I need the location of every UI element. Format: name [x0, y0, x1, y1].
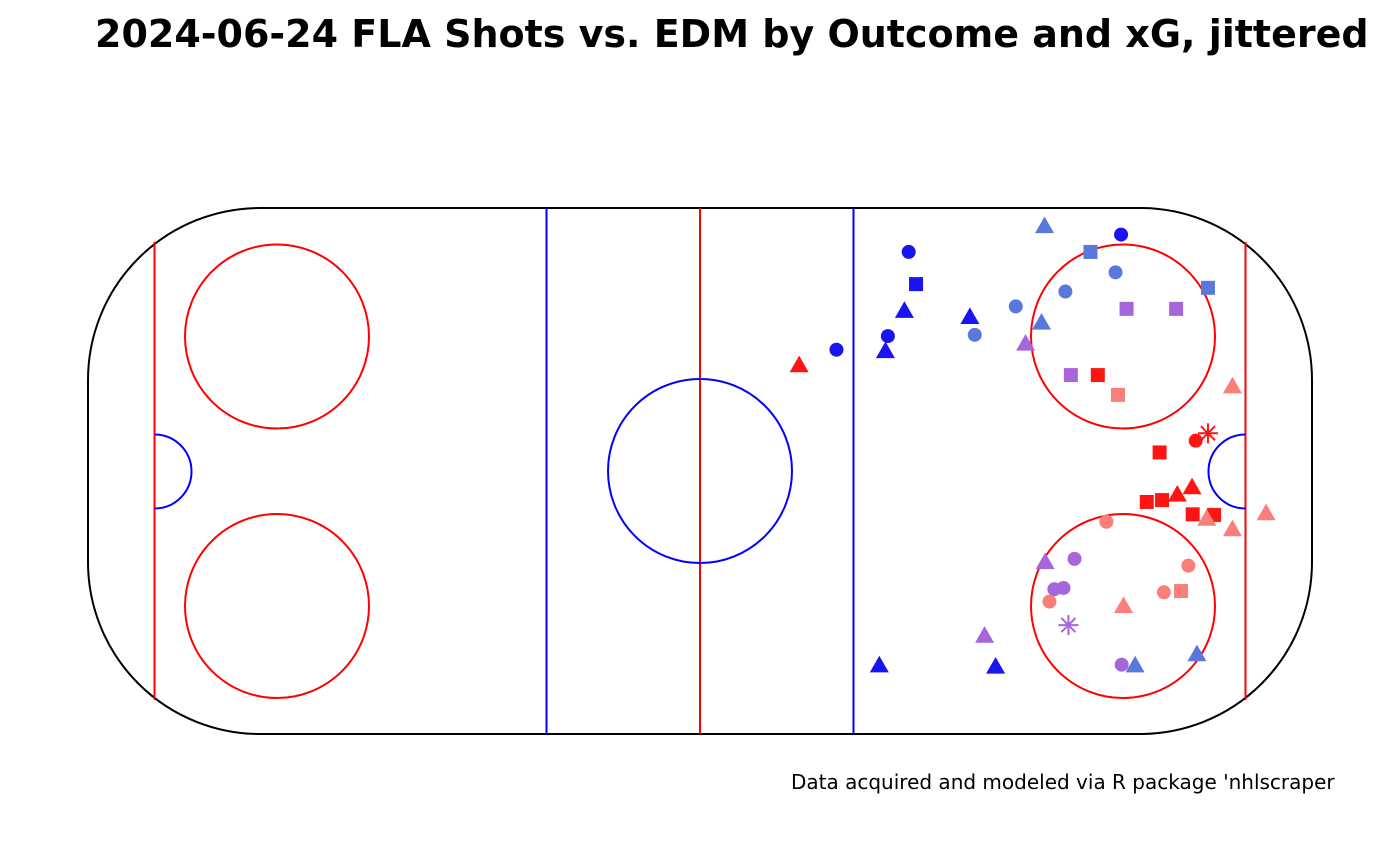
shot-point-triangle [1031, 312, 1051, 330]
shot-point-circle [967, 327, 982, 342]
rink-boards [87, 207, 1313, 735]
shot-point-square [1155, 493, 1170, 508]
shot-point-triangle [1035, 216, 1055, 234]
shot-point-circle [880, 329, 895, 344]
shot-point-square [909, 277, 924, 292]
shot-point-triangle [960, 307, 980, 325]
left-goal-crease [154, 433, 193, 510]
shot-point-circle [1188, 433, 1203, 448]
shot-point-square [1139, 494, 1154, 509]
shot-point-circle [1108, 265, 1123, 280]
shot-point-triangle [1222, 519, 1242, 537]
shot-point-triangle [1114, 596, 1134, 614]
shot-point-triangle [1035, 552, 1055, 570]
shot-point-triangle [986, 657, 1006, 674]
shot-point-triangle [789, 355, 809, 373]
shot-point-square [1200, 280, 1215, 295]
shot-point-circle [1067, 551, 1082, 566]
shot-point-circle [1156, 585, 1171, 600]
faceoff-circle-bottom-left [184, 513, 370, 699]
center-faceoff-circle [607, 378, 793, 564]
shot-point-circle [1058, 284, 1073, 299]
right-goal-crease [1207, 433, 1246, 510]
shot-point-circle [1042, 594, 1057, 609]
shot-point-triangle [1256, 503, 1276, 521]
shot-point-triangle [1222, 376, 1242, 394]
shot-point-triangle [1167, 485, 1187, 502]
chart-title: 2024-06-24 FLA Shots vs. EDM by Outcome … [95, 12, 1369, 56]
faceoff-circle-top-left [184, 243, 370, 430]
faceoff-circle-bottom-right [1030, 513, 1216, 699]
shot-points [789, 216, 1276, 674]
shot-point-star [1058, 615, 1079, 636]
shot-point-square [1083, 244, 1098, 259]
shot-point-square [1152, 445, 1167, 460]
shot-point-triangle [869, 655, 889, 673]
shot-point-triangle [1187, 644, 1207, 662]
shot-point-star [1197, 423, 1218, 444]
shot-point-circle [1114, 657, 1129, 672]
shot-point-triangle [1125, 655, 1145, 673]
shot-point-square [1110, 387, 1125, 402]
shot-point-circle [1008, 299, 1023, 314]
shot-point-triangle [894, 301, 914, 318]
shot-point-circle [1099, 514, 1114, 529]
shot-point-triangle [1016, 334, 1036, 351]
shot-point-triangle [1197, 509, 1217, 526]
shot-point-triangle [1182, 477, 1202, 495]
shot-point-square [1174, 584, 1189, 599]
shot-point-circle [829, 342, 844, 357]
shot-point-square [1090, 368, 1105, 383]
shot-point-triangle [875, 341, 895, 359]
faceoff-circle-top-right [1030, 243, 1216, 430]
shot-point-circle [1181, 558, 1196, 573]
shot-point-triangle [975, 626, 995, 643]
chart-caption: Data acquired and modeled via R package … [791, 770, 1335, 794]
shot-point-circle [1114, 227, 1129, 242]
shot-point-square [1169, 301, 1184, 316]
shot-point-circle [1047, 582, 1062, 597]
shot-point-square [1119, 301, 1134, 316]
shot-point-square [1185, 507, 1200, 522]
shot-point-circle [901, 244, 916, 259]
shot-point-square [1063, 368, 1078, 383]
